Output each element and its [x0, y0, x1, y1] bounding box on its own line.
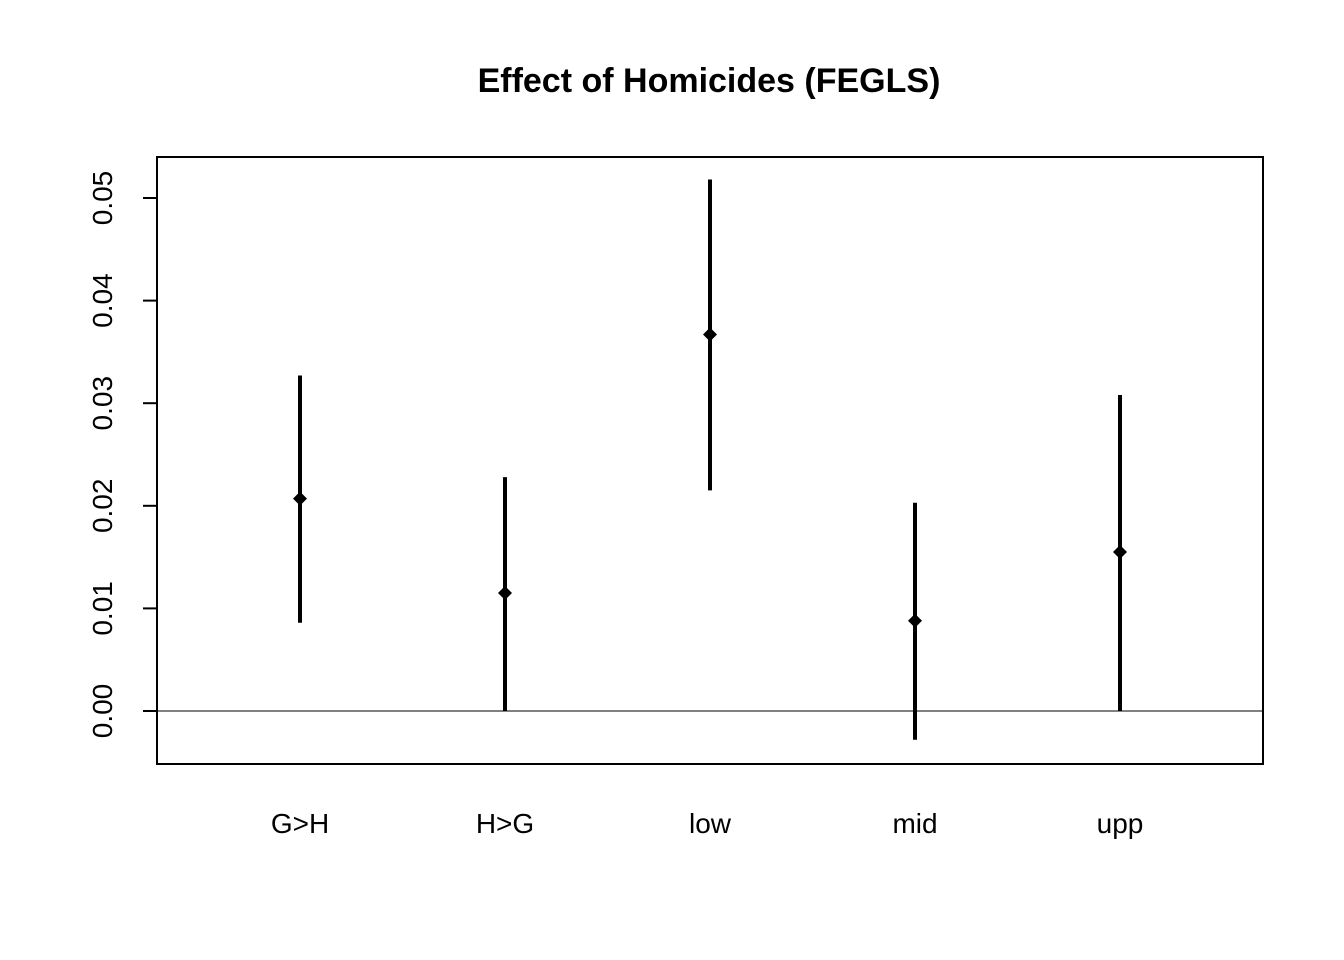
x-tick-label: H>G	[476, 808, 534, 839]
x-tick-label: G>H	[271, 808, 329, 839]
point-estimate	[293, 491, 307, 506]
point-estimate	[908, 613, 922, 628]
chart-marks	[157, 179, 1263, 740]
x-tick-label: mid	[892, 808, 937, 839]
x-axis: G>H H>G low mid upp	[271, 808, 1144, 839]
y-tick-label: 0.01	[87, 581, 118, 636]
x-tick-label: upp	[1097, 808, 1144, 839]
point-estimate	[703, 327, 717, 342]
y-axis: 0.00 0.01 0.02 0.03 0.04 0.05	[87, 171, 158, 739]
y-tick-label: 0.00	[87, 684, 118, 739]
y-tick-label: 0.05	[87, 171, 118, 226]
point-estimate	[1113, 544, 1127, 559]
x-tick-label: low	[689, 808, 732, 839]
y-tick-label: 0.02	[87, 479, 118, 534]
point-estimate	[498, 586, 512, 601]
chart-title: Effect of Homicides (FEGLS)	[478, 62, 941, 100]
y-tick-label: 0.04	[87, 273, 118, 328]
y-tick-label: 0.03	[87, 376, 118, 431]
